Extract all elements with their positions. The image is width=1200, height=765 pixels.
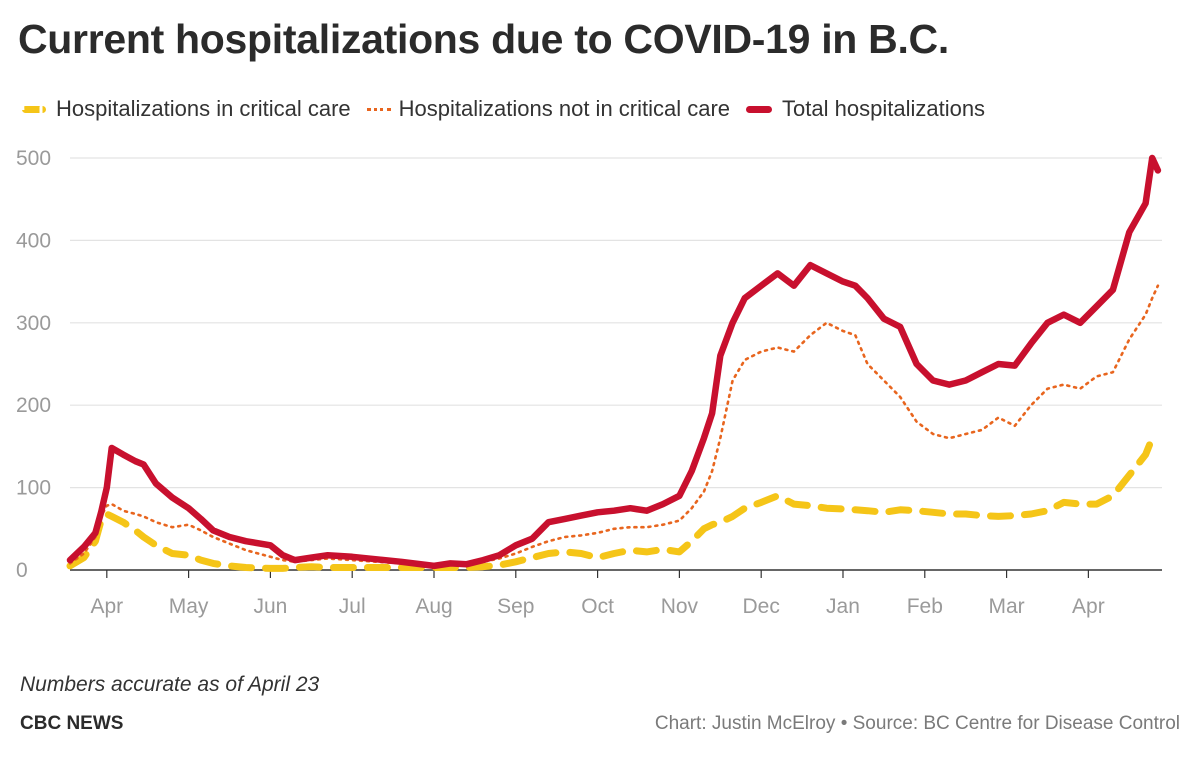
- x-tick-label: Jan: [826, 595, 860, 618]
- legend-item-critical-care: Hospitalizations in critical care: [22, 96, 351, 122]
- y-tick-label: 500: [16, 147, 51, 170]
- series-line-not-critical-care: [68, 284, 1160, 568]
- legend-swatch-not-critical-care: [366, 107, 391, 111]
- brand-logo: CBC NEWS: [20, 713, 124, 734]
- legend: Hospitalizations in critical care Hospit…: [22, 96, 1001, 122]
- x-tick-label: Feb: [907, 595, 943, 618]
- x-tick-label: Apr: [1072, 595, 1105, 618]
- legend-label-not-critical-care: Hospitalizations not in critical care: [398, 96, 731, 121]
- legend-swatch-total: [746, 105, 773, 113]
- legend-item-not-critical-care: Hospitalizations not in critical care: [366, 96, 731, 122]
- y-tick-label: 300: [16, 312, 51, 335]
- source-credit: Chart: Justin McElroy • Source: BC Centr…: [654, 713, 1180, 734]
- y-tick-label: 0: [16, 559, 28, 582]
- x-axis: Apr May Jun Jul Aug Sep Oct Nov Dec Jan Feb Mar Apr: [90, 570, 1105, 618]
- x-tick-label: Mar: [988, 595, 1024, 618]
- data-note: Numbers accurate as of April 23: [20, 673, 320, 696]
- x-tick-label: May: [169, 595, 209, 618]
- x-tick-label: Nov: [661, 595, 699, 618]
- x-tick-label: Oct: [581, 595, 614, 618]
- series-line-critical-care: [66, 434, 1162, 572]
- gridlines: [70, 157, 1162, 571]
- x-tick-label: Sep: [497, 595, 534, 618]
- series-lines: [66, 154, 1162, 572]
- y-tick-label: 200: [16, 394, 51, 417]
- legend-item-total: Total hospitalizations: [746, 96, 985, 122]
- x-tick-label: Jul: [339, 595, 366, 618]
- line-chart: 0 100 200 300 400 500 Apr May Jun Jul Aug Sep Oct No…: [16, 147, 1162, 618]
- legend-swatch-critical-care: [22, 105, 46, 113]
- x-tick-label: Apr: [90, 595, 123, 618]
- x-tick-label: Dec: [743, 595, 780, 618]
- y-axis: 0 100 200 300 400 500: [16, 147, 51, 582]
- y-tick-label: 400: [16, 229, 51, 252]
- legend-label-critical-care: Hospitalizations in critical care: [56, 96, 351, 121]
- x-tick-label: Aug: [415, 595, 452, 618]
- x-tick-label: Jun: [253, 595, 287, 618]
- series-line-total: [66, 154, 1162, 570]
- y-tick-label: 100: [16, 477, 51, 500]
- legend-label-total: Total hospitalizations: [782, 96, 986, 121]
- chart-title: Current hospitalizations due to COVID-19…: [18, 16, 949, 62]
